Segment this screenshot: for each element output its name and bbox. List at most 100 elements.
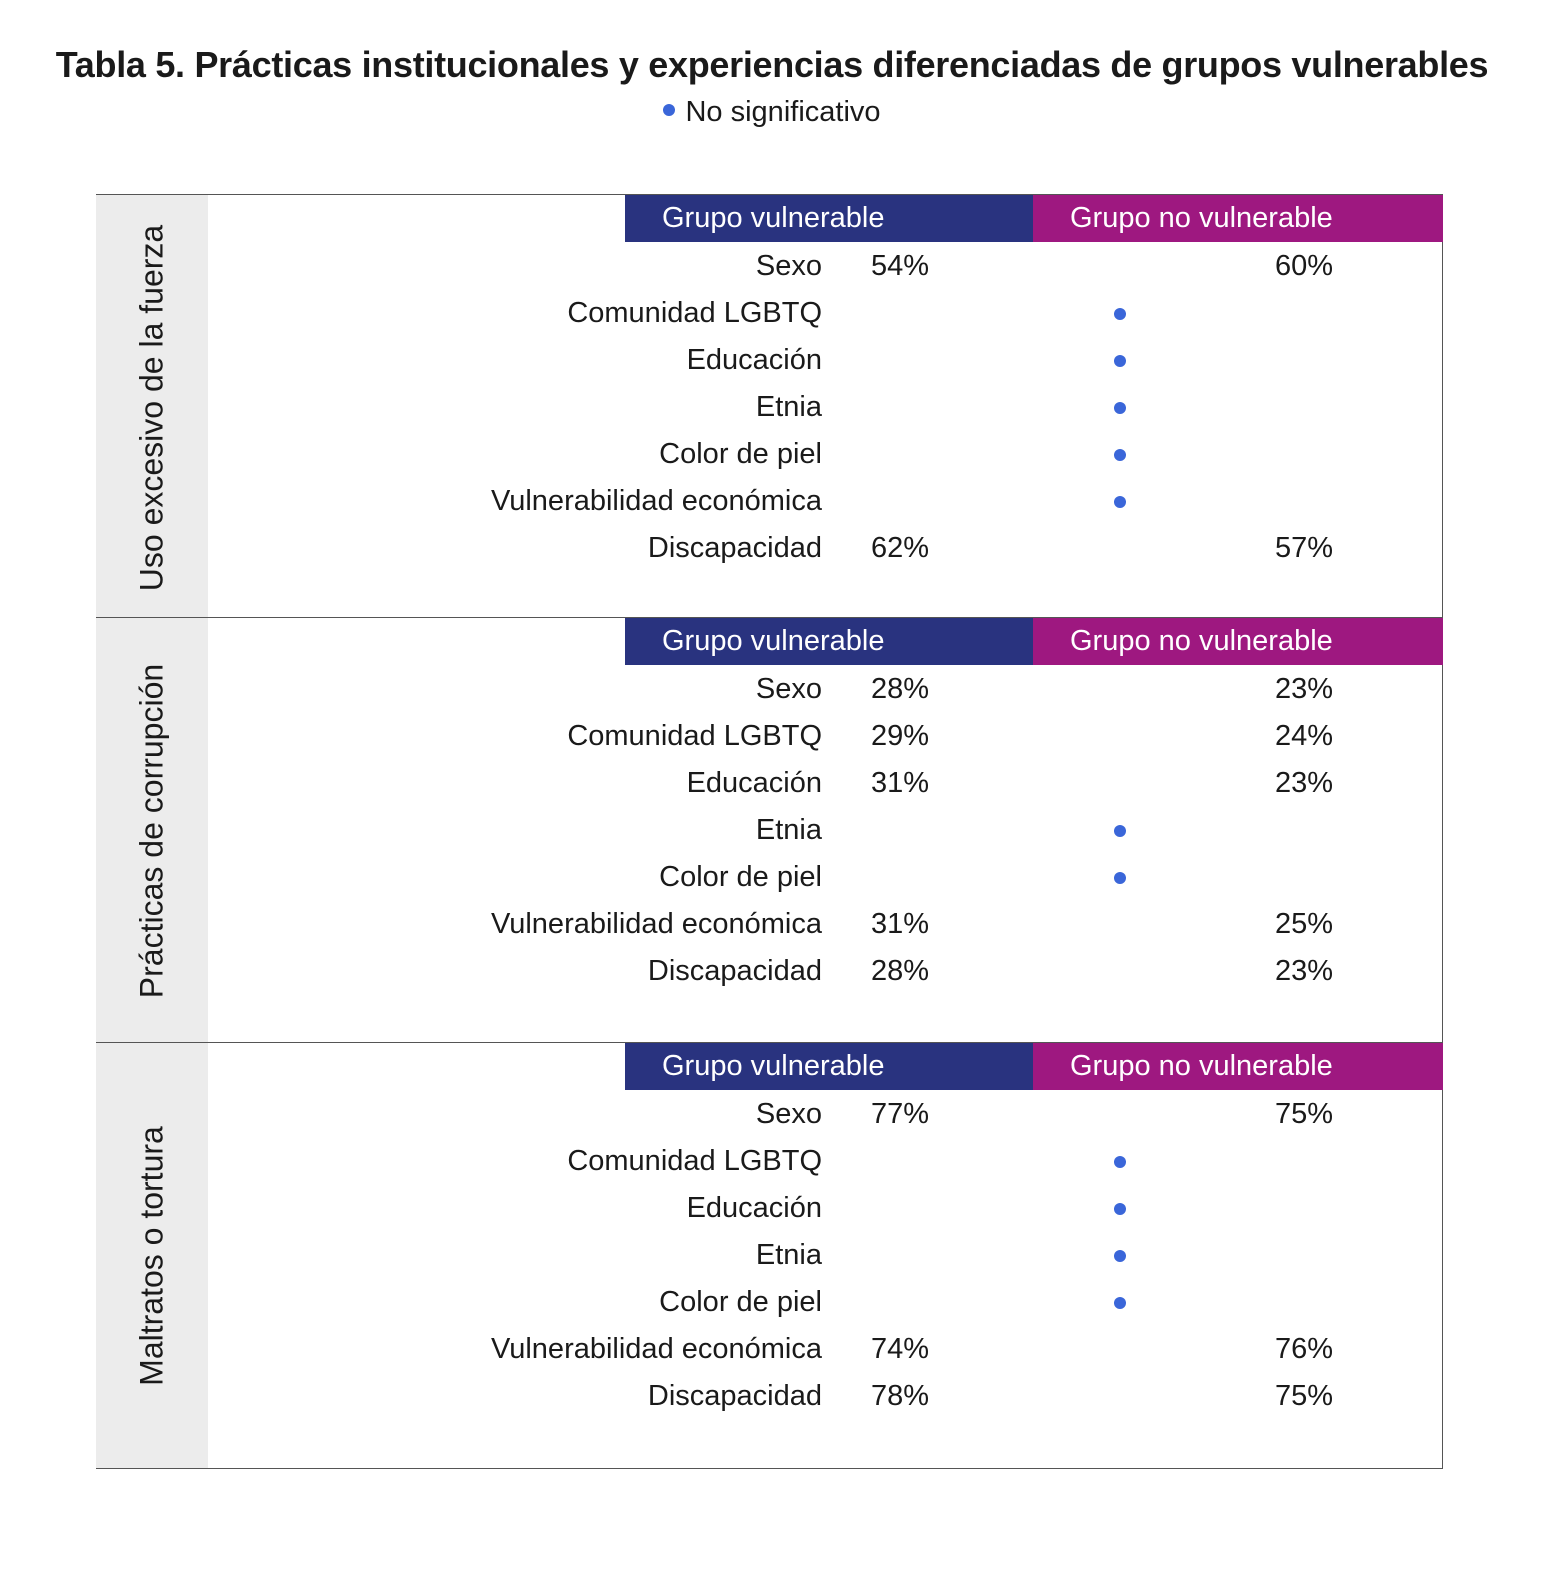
value-no-vulnerable: 23% [1274,673,1334,705]
row-label: Vulnerabilidad económica [490,908,822,940]
not-significant-dot-icon [1114,496,1126,508]
value-vulnerable: 77% [870,1098,930,1130]
row-label: Discapacidad [647,532,822,564]
not-significant-dot-icon [1114,355,1126,367]
row-label: Color de piel [659,1286,822,1318]
value-vulnerable: 31% [870,767,930,799]
table-section: Uso excesivo de la fuerza Grupo vulnerabl… [96,194,1443,620]
value-no-vulnerable: 75% [1274,1380,1334,1412]
section-border [1442,195,1443,620]
value-no-vulnerable: 57% [1274,532,1334,564]
row-label: Discapacidad [647,1380,822,1412]
row-label: Sexo [755,673,822,705]
header-label: Grupo no vulnerable [1070,202,1333,234]
section-side-panel: Maltratos o tortura [96,1043,208,1468]
row-label: Vulnerabilidad económica [490,485,822,517]
not-significant-dot-icon [1114,1156,1126,1168]
not-significant-dot-icon [1114,872,1126,884]
row-label: Comunidad LGBTQ [567,720,822,752]
table-row: Comunidad LGBTQ [208,1138,1443,1185]
section-title: Uso excesivo de la fuerza [133,224,170,591]
header-label: Grupo vulnerable [662,1050,885,1082]
value-no-vulnerable: 23% [1274,767,1334,799]
section-border [1442,1043,1443,1468]
header-grupo-vulnerable: Grupo vulnerable [625,618,1033,665]
table-section: Prácticas de corrupción Grupo vulnerable G… [96,617,1443,1043]
table-row: Sexo 77% 75% [208,1091,1443,1138]
row-label: Discapacidad [647,955,822,987]
value-no-vulnerable: 23% [1274,955,1334,987]
section-title: Maltratos o tortura [133,1125,170,1386]
header-grupo-vulnerable: Grupo vulnerable [625,195,1033,242]
table-row: Comunidad LGBTQ [208,290,1443,337]
value-vulnerable: 29% [870,720,930,752]
table-row: Educación [208,1185,1443,1232]
value-no-vulnerable: 75% [1274,1098,1334,1130]
header-label: Grupo vulnerable [662,202,885,234]
header-label: Grupo no vulnerable [1070,1050,1333,1082]
table-row: Comunidad LGBTQ 29% 24% [208,713,1443,760]
section-border [1442,618,1443,1043]
table-row: Vulnerabilidad económica 74% 76% [208,1326,1443,1373]
table-row: Sexo 28% 23% [208,666,1443,713]
row-label: Sexo [755,250,822,282]
not-significant-dot-icon [1114,1250,1126,1262]
table-row: Color de piel [208,1279,1443,1326]
value-vulnerable: 78% [870,1380,930,1412]
header-grupo-vulnerable: Grupo vulnerable [625,1043,1033,1090]
not-significant-dot-icon [1114,449,1126,461]
table-row: Educación 31% 23% [208,760,1443,807]
table-row: Sexo 54% 60% [208,243,1443,290]
value-vulnerable: 31% [870,908,930,940]
legend-label: No significativo [685,96,881,128]
row-label: Etnia [755,1239,822,1271]
not-significant-dot-icon [1114,825,1126,837]
row-label: Educación [686,1192,822,1224]
table-row: Discapacidad 62% 57% [208,525,1443,572]
legend: No significativo [0,96,1544,129]
section-title: Prácticas de corrupción [133,663,170,998]
value-vulnerable: 28% [870,673,930,705]
row-label: Comunidad LGBTQ [567,297,822,329]
table-row: Discapacidad 28% 23% [208,948,1443,995]
row-label: Comunidad LGBTQ [567,1145,822,1177]
table-row: Etnia [208,807,1443,854]
section-side-panel: Prácticas de corrupción [96,618,208,1043]
table-row: Etnia [208,384,1443,431]
legend-dot-icon [663,104,676,116]
not-significant-dot-icon [1114,1203,1126,1215]
header-label: Grupo no vulnerable [1070,625,1333,657]
value-vulnerable: 62% [870,532,930,564]
header-grupo-no-vulnerable: Grupo no vulnerable [1033,1043,1443,1090]
header-label: Grupo vulnerable [662,625,885,657]
table-row: Color de piel [208,431,1443,478]
row-label: Vulnerabilidad económica [490,1333,822,1365]
value-vulnerable: 74% [870,1333,930,1365]
table-row: Discapacidad 78% 75% [208,1373,1443,1420]
table-row: Color de piel [208,854,1443,901]
chart-title: Tabla 5. Prácticas institucionales y exp… [55,44,1489,85]
value-no-vulnerable: 25% [1274,908,1334,940]
table-section: Maltratos o tortura Grupo vulnerable Grupo… [96,1042,1443,1469]
table-row: Etnia [208,1232,1443,1279]
table-row: Vulnerabilidad económica 31% 25% [208,901,1443,948]
table-row: Educación [208,337,1443,384]
not-significant-dot-icon [1114,402,1126,414]
value-no-vulnerable: 24% [1274,720,1334,752]
row-label: Etnia [755,391,822,423]
row-label: Etnia [755,814,822,846]
row-label: Sexo [755,1098,822,1130]
header-grupo-no-vulnerable: Grupo no vulnerable [1033,618,1443,665]
table-row: Vulnerabilidad económica [208,478,1443,525]
value-vulnerable: 28% [870,955,930,987]
header-grupo-no-vulnerable: Grupo no vulnerable [1033,195,1443,242]
row-label: Color de piel [659,861,822,893]
row-label: Educación [686,767,822,799]
value-vulnerable: 54% [870,250,930,282]
row-label: Color de piel [659,438,822,470]
not-significant-dot-icon [1114,308,1126,320]
value-no-vulnerable: 60% [1274,250,1334,282]
section-side-panel: Uso excesivo de la fuerza [96,195,208,620]
not-significant-dot-icon [1114,1297,1126,1309]
row-label: Educación [686,344,822,376]
